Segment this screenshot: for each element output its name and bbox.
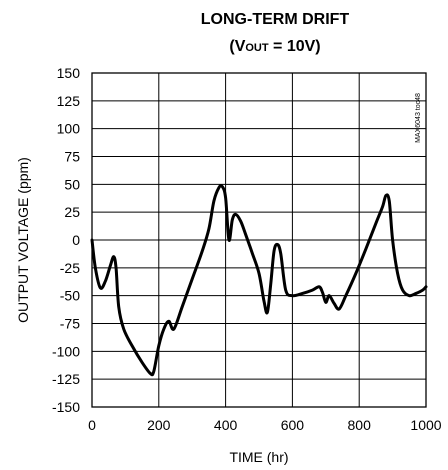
x-tick-label: 400: [214, 417, 238, 433]
y-tick-label: 75: [64, 149, 80, 165]
x-tick-label: 600: [281, 417, 305, 433]
y-tick-label: -25: [60, 260, 80, 276]
chart-subtitle: (VOUT = 10V): [229, 38, 320, 55]
series-line: [90, 184, 428, 377]
x-tick-label: 200: [147, 417, 171, 433]
y-tick-label: -150: [52, 399, 80, 415]
y-tick-label: -100: [52, 343, 80, 359]
y-tick-label: 25: [64, 204, 80, 220]
y-tick-label: -125: [52, 371, 80, 387]
grid-lines: [91, 72, 427, 408]
y-tick-label: -75: [60, 316, 80, 332]
y-tick-label: -50: [60, 288, 80, 304]
y-tick-label: 150: [57, 65, 81, 81]
chart-title: LONG-TERM DRIFT: [201, 11, 350, 28]
y-tick-label: 100: [57, 121, 81, 137]
y-tick-label: 50: [64, 176, 80, 192]
x-tick-label: 800: [348, 417, 372, 433]
watermark-text: MAX6043 toc48: [415, 93, 422, 143]
y-axis-label: OUTPUT VOLTAGE (ppm): [15, 157, 31, 323]
y-tick-label: 0: [72, 232, 80, 248]
x-axis-label: TIME (hr): [229, 449, 288, 465]
y-tick-label: 125: [57, 93, 81, 109]
y-tick-labels: 150 125 100 75 50 25 0 -25 -50 -75 -100 -125 -150: [52, 65, 80, 415]
x-tick-label: 1000: [410, 417, 441, 433]
x-tick-label: 0: [88, 417, 96, 433]
x-tick-labels: 0 200 400 600 800 1000: [88, 417, 442, 433]
